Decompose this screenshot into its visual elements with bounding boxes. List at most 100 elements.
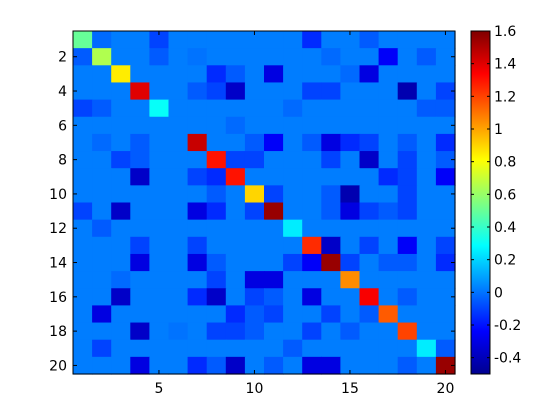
heatmap-cell-r3-c18 <box>397 65 418 84</box>
heatmap-cell-r19-c2 <box>92 339 112 358</box>
heatmap-cell-r7-c19 <box>416 133 437 152</box>
heatmap-cell-r13-c10 <box>244 236 265 255</box>
heatmap-cell-r3-c10 <box>244 65 265 84</box>
heatmap-cell-r5-c19 <box>416 99 437 118</box>
heatmap-cell-r20-c13 <box>302 356 322 375</box>
heatmap-cell-r18-c7 <box>187 322 208 341</box>
heatmap-cell-r9-c6 <box>168 168 189 186</box>
heatmap-cell-r4-c20 <box>435 82 456 101</box>
heatmap-cell-r1-c16 <box>359 31 380 49</box>
heatmap-cell-r5-c10 <box>244 99 265 118</box>
heatmap-cell-r10-c19 <box>416 185 437 204</box>
heatmap-cell-r1-c10 <box>244 31 265 49</box>
heatmap-cell-r6-c16 <box>359 116 380 135</box>
heatmap-cell-r6-c8 <box>206 116 227 135</box>
y-tick-label: 12 <box>49 221 67 237</box>
heatmap-cell-r4-c12 <box>283 82 303 101</box>
heatmap-cell-r9-c3 <box>111 168 131 186</box>
heatmap-cell-r12-c20 <box>435 219 456 238</box>
heatmap-cell-r10-c4 <box>130 185 150 204</box>
heatmap-cell-r19-c4 <box>130 339 150 358</box>
heatmap-cell-r15-c7 <box>187 271 208 289</box>
heatmap-cell-r14-c3 <box>111 253 131 272</box>
heatmap-cell-r1-c6 <box>168 31 189 49</box>
heatmap-cell-r15-c3 <box>111 271 131 289</box>
heatmap-cell-r16-c19 <box>416 288 437 306</box>
x-tick-label: 15 <box>341 381 359 397</box>
heatmap-cell-r11-c10 <box>244 202 265 221</box>
heatmap-cell-r2-c10 <box>244 48 265 66</box>
heatmap-cell-r12-c1 <box>73 219 93 238</box>
heatmap-cell-r12-c10 <box>244 219 265 238</box>
heatmap-cell-r20-c20 <box>435 356 456 375</box>
heatmap-cell-r20-c2 <box>92 356 112 375</box>
heatmap-cell-r14-c1 <box>73 253 93 272</box>
heatmap-cell-r3-c17 <box>378 65 399 84</box>
heatmap-cell-r17-c5 <box>149 305 170 324</box>
colorbar-ticks: -0.4 -0.2 0 0.2 0.4 0.6 0.8 1 1.2 1.4 1.6 <box>471 24 521 367</box>
heatmap-cell-r11-c14 <box>321 202 341 221</box>
heatmap-cell-r3-c15 <box>340 65 361 84</box>
heatmap-cell-r1-c13 <box>302 31 322 49</box>
heatmap-cell-r11-c3 <box>111 202 131 221</box>
heatmap-cell-r18-c17 <box>378 322 399 341</box>
heatmap-cell-r19-c1 <box>73 339 93 358</box>
heatmap-cell-r2-c14 <box>321 48 341 66</box>
heatmap-cell-r5-c3 <box>111 99 131 118</box>
heatmap-cell-r15-c2 <box>92 271 112 289</box>
heatmap-cell-r12-c5 <box>149 219 170 238</box>
heatmap-cell-r4-c14 <box>321 82 341 101</box>
heatmap-cell-r8-c15 <box>340 151 361 169</box>
heatmap-cell-r4-c19 <box>416 82 437 101</box>
heatmap-cell-r1-c2 <box>92 31 112 49</box>
heatmap-cell-r5-c14 <box>321 99 341 118</box>
heatmap-cell-r8-c11 <box>264 151 284 169</box>
heatmap-cell-r18-c3 <box>111 322 131 341</box>
heatmap-cell-r5-c7 <box>187 99 208 118</box>
heatmap-cell-r7-c11 <box>264 133 284 152</box>
heatmap-cell-r7-c6 <box>168 133 189 152</box>
heatmap-cell-r7-c17 <box>378 133 399 152</box>
x-tick-label: 10 <box>246 381 264 397</box>
heatmap-cell-r5-c15 <box>340 99 361 118</box>
heatmap-cell-r17-c19 <box>416 305 437 324</box>
heatmap-cell-r9-c18 <box>397 168 418 186</box>
heatmap-cell-r3-c12 <box>283 65 303 84</box>
heatmap-cell-r1-c5 <box>149 31 170 49</box>
colorbar-tick-label: 0 <box>494 285 503 301</box>
heatmap-cell-r11-c16 <box>359 202 380 221</box>
heatmap-cell-r15-c5 <box>149 271 170 289</box>
heatmap-cell-r11-c11 <box>264 202 284 221</box>
heatmap-cell-r15-c20 <box>435 271 456 289</box>
heatmap-cell-r2-c4 <box>130 48 150 66</box>
heatmap-cell-r4-c9 <box>225 82 246 101</box>
heatmap-cell-r14-c10 <box>244 253 265 272</box>
heatmap-cell-r13-c17 <box>378 236 399 255</box>
heatmap-cell-r8-c3 <box>111 151 131 169</box>
heatmap-cell-r2-c11 <box>264 48 284 66</box>
heatmap-cell-r17-c16 <box>359 305 380 324</box>
colorbar-tick-label: 0.8 <box>494 155 516 171</box>
heatmap-cell-r16-c7 <box>187 288 208 306</box>
heatmap-cell-r7-c20 <box>435 133 456 152</box>
heatmap-cell-r2-c5 <box>149 48 170 66</box>
heatmap-cell-r10-c7 <box>187 185 208 204</box>
heatmap-cell-r4-c6 <box>168 82 189 101</box>
colorbar-tick-label: -0.2 <box>494 318 521 334</box>
heatmap-cell-r19-c12 <box>283 339 303 358</box>
heatmap-cell-r11-c20 <box>435 202 456 221</box>
heatmap-cell-r16-c5 <box>149 288 170 306</box>
heatmap-cells <box>73 31 456 375</box>
heatmap-cell-r15-c16 <box>359 271 380 289</box>
heatmap-cell-r5-c16 <box>359 99 380 118</box>
heatmap-cell-r6-c12 <box>283 116 303 135</box>
heatmap-cell-r14-c13 <box>302 253 322 272</box>
heatmap-cell-r2-c17 <box>378 48 399 66</box>
heatmap-cell-r16-c16 <box>359 288 380 306</box>
heatmap-cell-r8-c9 <box>225 151 246 169</box>
heatmap-cell-r11-c6 <box>168 202 189 221</box>
colorbar-tick-label: 1.2 <box>494 89 516 105</box>
y-tick-label: 20 <box>49 358 67 374</box>
axes-frame <box>72 30 456 375</box>
